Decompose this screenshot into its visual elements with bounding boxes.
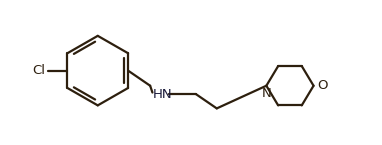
Text: N: N [262, 87, 271, 100]
Text: HN: HN [153, 88, 173, 100]
Text: Cl: Cl [33, 64, 46, 77]
Text: O: O [317, 79, 328, 92]
